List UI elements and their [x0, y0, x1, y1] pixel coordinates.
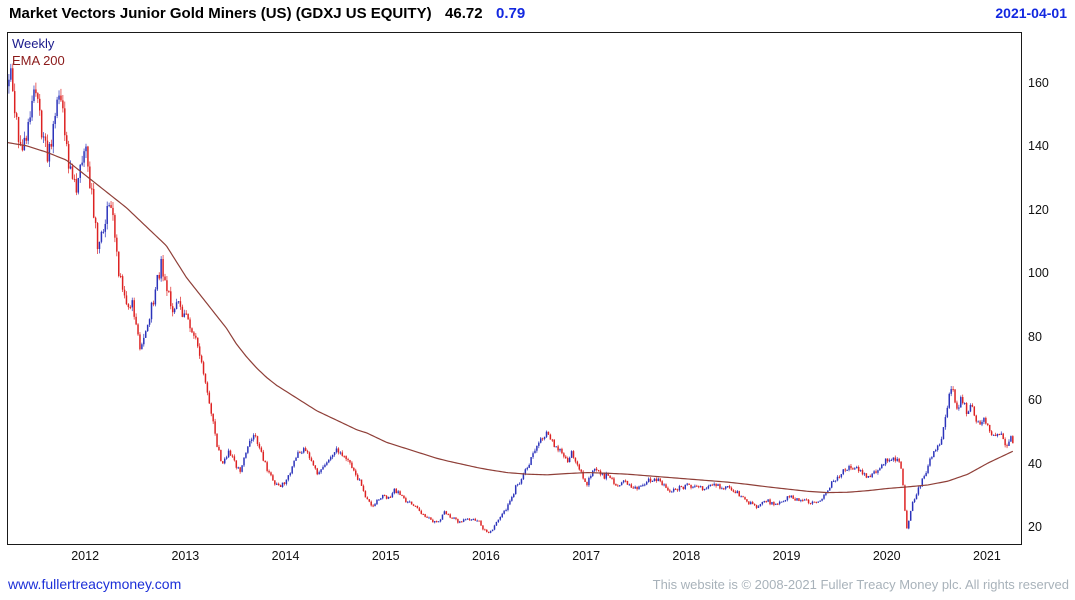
ema-label: EMA 200 — [12, 53, 65, 68]
chart-header: Market Vectors Junior Gold Miners (US) (… — [9, 5, 1067, 27]
x-tick-label: 2020 — [872, 549, 901, 563]
chart-legend: Weekly EMA 200 — [12, 35, 65, 69]
y-tick-label: 20 — [1028, 520, 1042, 535]
x-tick-label: 2016 — [472, 549, 500, 563]
y-tick-label: 120 — [1028, 202, 1049, 217]
y-tick-label: 60 — [1028, 393, 1042, 408]
y-tick-label: 100 — [1028, 266, 1049, 281]
y-tick-label: 80 — [1028, 329, 1042, 344]
x-tick-label: 2012 — [71, 549, 100, 563]
website-link[interactable]: www.fullertreacymoney.com — [8, 576, 182, 592]
x-tick-label: 2015 — [371, 549, 400, 563]
y-tick-label: 140 — [1028, 139, 1049, 154]
x-tick-label: 2014 — [271, 549, 300, 563]
x-tick-label: 2017 — [572, 549, 601, 563]
copyright-text: This website is © 2008-2021 Fuller Treac… — [652, 577, 1069, 592]
x-tick-label: 2021 — [973, 549, 1001, 563]
timeframe-label: Weekly — [12, 36, 55, 51]
chart-title: Market Vectors Junior Gold Miners (US) (… — [9, 5, 432, 22]
x-tick-label: 2018 — [672, 549, 701, 563]
x-tick-label: 2019 — [772, 549, 801, 563]
page-footer: www.fullertreacymoney.com This website i… — [0, 574, 1075, 596]
candlestick-chart-canvas[interactable] — [8, 33, 1021, 544]
chart-date: 2021-04-01 — [995, 5, 1067, 21]
plot-area: Weekly EMA 200 — [7, 32, 1022, 545]
y-tick-label: 40 — [1028, 456, 1042, 471]
last-price: 46.72 — [445, 5, 483, 22]
y-tick-label: 160 — [1028, 75, 1049, 90]
x-tick-label: 2013 — [171, 549, 200, 563]
price-change: 0.79 — [496, 5, 526, 22]
